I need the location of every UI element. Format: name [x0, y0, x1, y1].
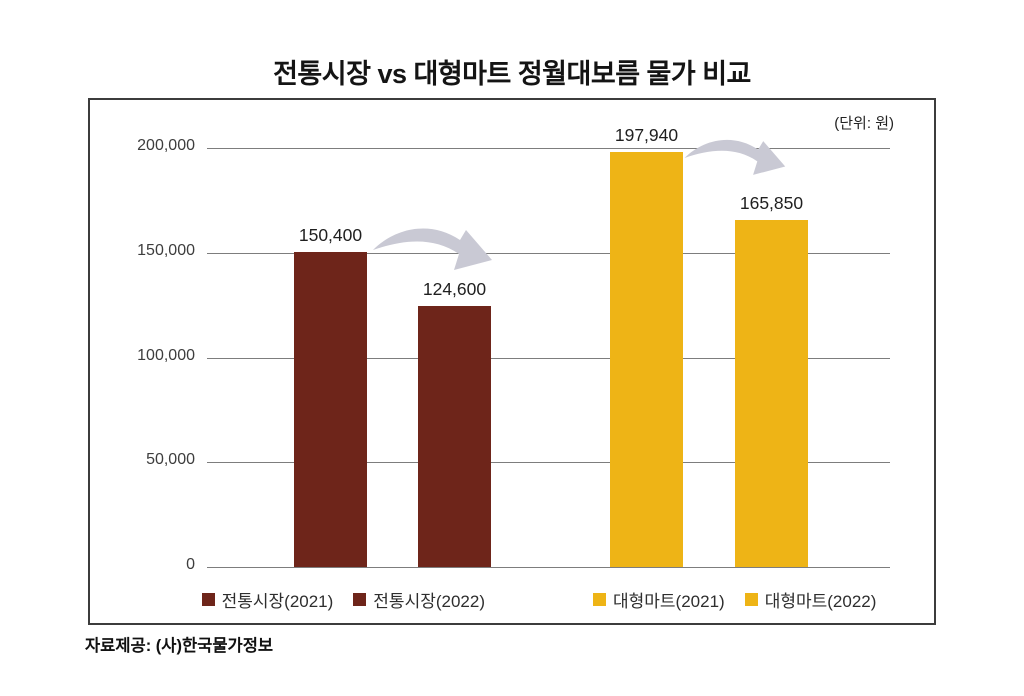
bar-전통시장(2022): [418, 306, 491, 567]
source-credit: 자료제공: (사)한국물가정보: [85, 637, 274, 655]
gridline: [207, 148, 890, 149]
gridline: [207, 357, 890, 359]
legend-swatch-icon: [593, 592, 606, 606]
unit-label: (단위: 원): [834, 115, 894, 132]
chart-title: 전통시장 vs 대형마트 정월대보름 물가 비교: [273, 59, 751, 89]
decrease-arrow-mart-icon: [684, 139, 786, 175]
bar-value-label: 197,940: [614, 125, 679, 145]
gridline: [207, 252, 890, 254]
legend-item: 대형마트(2021): [593, 587, 725, 612]
legend-swatch-icon: [353, 592, 367, 606]
legend-item-label: 대형마트(2022): [764, 591, 877, 611]
decrease-arrow-traditional-icon: [373, 228, 492, 270]
y-axis-tick-label: 150,000: [137, 241, 195, 259]
y-axis-tick-label: 50,000: [146, 451, 195, 469]
bar-대형마트(2022): [735, 220, 808, 567]
gridline: [207, 567, 890, 568]
bar-전통시장(2021): [294, 252, 367, 567]
legend-item-label: 대형마트(2021): [613, 591, 725, 611]
legend-item-label: 전통시장(2021): [221, 591, 334, 611]
y-axis-tick-label: 0: [186, 556, 195, 573]
legend-swatch-icon: [201, 592, 215, 606]
legend: 전통시장(2021) 전통시장(2022) 대형마트(2021) 대형마트(2022): [90, 584, 938, 614]
gridline: [207, 462, 890, 464]
y-axis-tick-label: 200,000: [137, 137, 195, 154]
bar-대형마트(2021): [610, 152, 683, 567]
legend-item: 전통시장(2021): [201, 587, 334, 612]
bar-value-label: 165,850: [739, 193, 804, 213]
legend-item: 전통시장(2022): [353, 587, 485, 612]
legend-item-label: 전통시장(2022): [373, 591, 485, 611]
bar-value-label: 124,600: [422, 279, 487, 299]
y-axis-tick-label: 100,000: [137, 346, 195, 364]
legend-item: 대형마트(2022): [744, 587, 877, 612]
bar-value-label: 150,400: [298, 225, 363, 245]
legend-swatch-icon: [744, 592, 758, 606]
plot-area: (단위: 원) 200,000 150,000 100,000 50,000 0 150…: [88, 98, 936, 625]
